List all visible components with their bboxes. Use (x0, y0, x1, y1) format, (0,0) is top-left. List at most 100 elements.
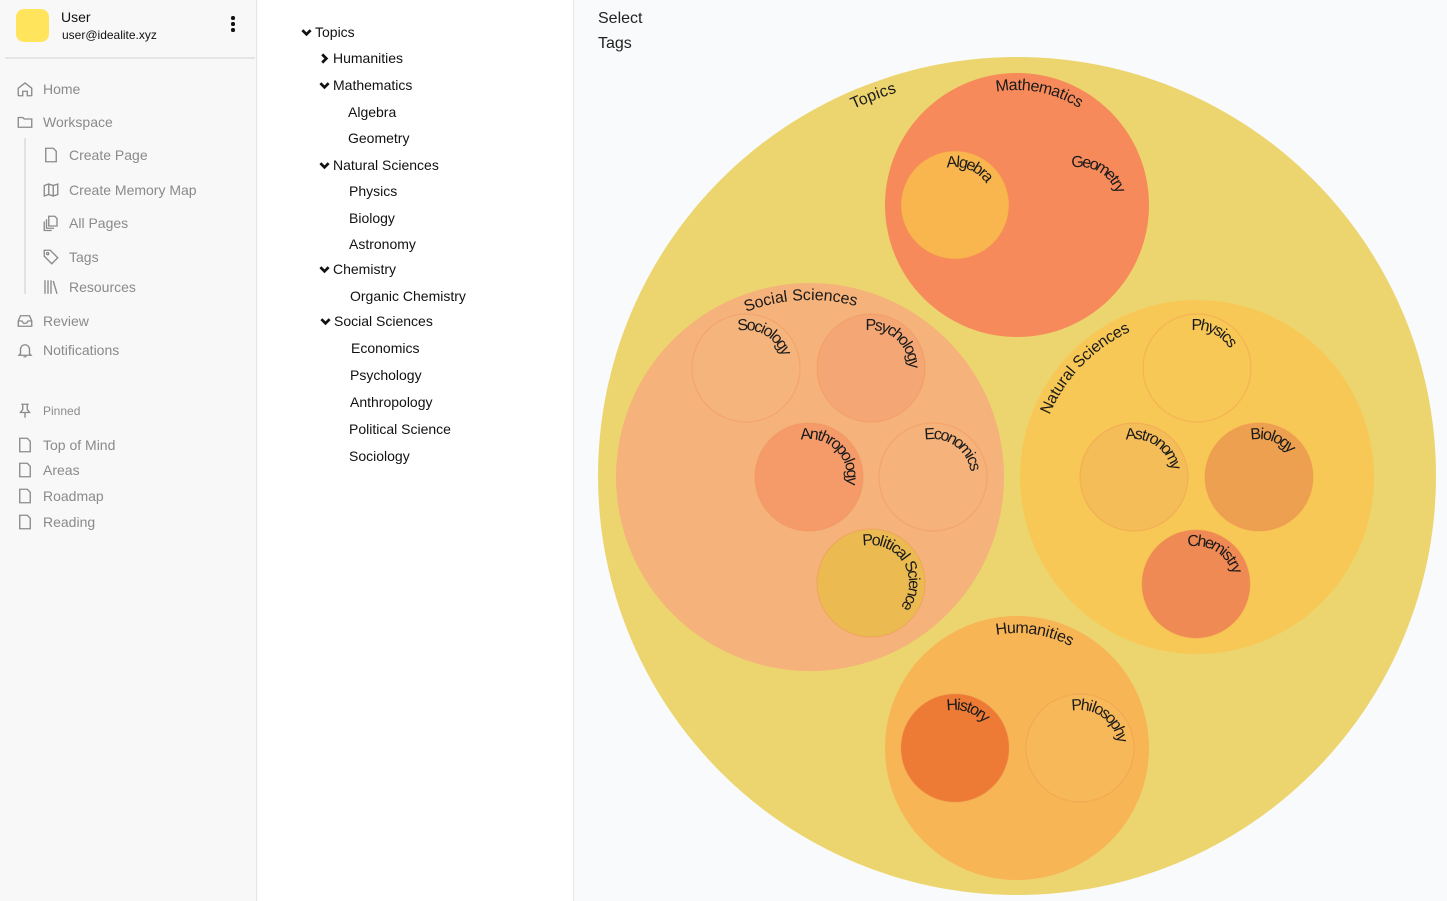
tag-tree: Topics Humanities Mathematics Algebra Geomet… (258, 0, 574, 901)
avatar[interactable] (16, 9, 49, 42)
sidebar-item-resources[interactable]: Resources (42, 278, 136, 296)
tree-item-humanities[interactable]: Humanities (319, 49, 403, 67)
sidebar-item-label: Resources (69, 279, 136, 295)
chevron-right-icon[interactable] (319, 49, 333, 67)
sidebar-item-label: Create Memory Map (69, 182, 197, 198)
file-icon (19, 488, 31, 504)
tree-item-label: Psychology (350, 367, 422, 383)
pinned-header: Pinned (16, 402, 80, 420)
pinned-label: Pinned (43, 404, 81, 418)
tree-item-label: Sociology (349, 448, 410, 464)
sidebar-item-create-memory-map[interactable]: Create Memory Map (42, 181, 197, 199)
copy-icon (43, 215, 58, 232)
bubble-biology[interactable] (1204, 422, 1314, 532)
tree-item-economics[interactable]: Economics (351, 339, 419, 357)
tree-item-astronomy[interactable]: Astronomy (349, 235, 416, 253)
bubble-history[interactable] (900, 693, 1010, 803)
user-name: User (61, 9, 91, 25)
folder-icon (17, 116, 33, 128)
bubble-psychology[interactable] (816, 313, 926, 423)
pinned-item[interactable]: Top of Mind (16, 436, 115, 454)
bubble-topics[interactable] (598, 57, 1436, 895)
tree-item-label: Political Science (349, 421, 451, 437)
tree-item-chemistry[interactable]: Chemistry (319, 260, 396, 278)
pinned-item[interactable]: Roadmap (16, 487, 104, 505)
pinned-item[interactable]: Reading (16, 513, 95, 531)
sidebar: User user@idealite.xyz Home Workspace Cr… (0, 0, 257, 901)
tree-item-label: Chemistry (333, 261, 397, 277)
bubble-economics[interactable] (878, 422, 988, 532)
sidebar-item-all-pages[interactable]: All Pages (42, 214, 128, 232)
sidebar-item-label: All Pages (69, 215, 129, 231)
bubble-geometry[interactable] (1025, 150, 1135, 260)
file-icon (45, 147, 57, 163)
sidebar-item-create-page[interactable]: Create Page (42, 146, 148, 164)
tree-item-label: Topics (315, 24, 355, 40)
bubble-chemistry[interactable] (1141, 529, 1251, 639)
tree-item-sociology[interactable]: Sociology (349, 447, 410, 465)
file-icon (19, 437, 31, 453)
bubble-philosophy[interactable] (1025, 693, 1135, 803)
tree-item-label: Social Sciences (334, 313, 433, 329)
pinned-item-label: Areas (43, 462, 80, 478)
sidebar-item-review[interactable]: Review (16, 312, 89, 330)
tree-item-label: Organic Chemistry (350, 288, 466, 304)
tree-item-label: Anthropology (350, 394, 433, 410)
pinned-item-label: Roadmap (43, 488, 104, 504)
tree-item-organic-chemistry[interactable]: Organic Chemistry (350, 287, 466, 305)
bubble-algebra[interactable] (900, 150, 1010, 260)
sidebar-item-label: Notifications (43, 342, 120, 358)
title-line-2: Tags (598, 35, 632, 52)
tree-item-anthropology[interactable]: Anthropology (350, 393, 433, 411)
file-icon (19, 514, 31, 530)
more-options-icon[interactable] (226, 16, 240, 36)
file-icon (19, 462, 31, 478)
chevron-down-icon[interactable] (319, 260, 333, 278)
bubble-mathematics[interactable] (885, 73, 1149, 337)
bubble-astronomy[interactable] (1079, 422, 1189, 532)
map-icon (43, 183, 59, 197)
bubble-humanities[interactable] (885, 616, 1149, 880)
tree-item-label: Mathematics (333, 77, 413, 93)
chevron-down-icon[interactable] (319, 156, 333, 174)
tree-item-psychology[interactable]: Psychology (350, 366, 422, 384)
bubble-political-science[interactable] (816, 528, 926, 638)
bubble-anthropology[interactable] (754, 422, 864, 532)
tree-item-topics[interactable]: Topics (301, 23, 355, 41)
pin-icon (19, 403, 31, 418)
tree-item-mathematics[interactable]: Mathematics (319, 76, 412, 94)
tree-item-label: Natural Sciences (333, 157, 439, 173)
sidebar-item-notifications[interactable]: Notifications (16, 341, 119, 359)
tree-item-label: Astronomy (349, 236, 416, 252)
chevron-down-icon[interactable] (320, 312, 334, 330)
tree-item-natural-sciences[interactable]: Natural Sciences (319, 156, 439, 174)
tree-item-physics[interactable]: Physics (349, 182, 397, 200)
tree-item-label: Humanities (333, 50, 404, 66)
pinned-item-label: Top of Mind (43, 437, 116, 453)
sidebar-item-label: Review (43, 313, 89, 329)
sidebar-item-tags[interactable]: Tags (42, 248, 99, 266)
pinned-item[interactable]: Areas (16, 461, 80, 479)
tag-bubble-view: Select Tags Topics Mathematics Algebra Geom… (575, 0, 1447, 901)
title-line-1: Select (598, 10, 643, 27)
inbox-icon (17, 315, 33, 327)
chevron-down-icon[interactable] (301, 23, 315, 41)
sidebar-item-home[interactable]: Home (16, 80, 80, 98)
library-icon (44, 280, 58, 294)
bubble-sociology[interactable] (691, 313, 801, 423)
sidebar-item-label: Home (43, 81, 81, 97)
tree-item-label: Economics (351, 340, 420, 356)
chevron-down-icon[interactable] (319, 76, 333, 94)
tree-item-geometry[interactable]: Geometry (348, 129, 409, 147)
tree-item-political-science[interactable]: Political Science (349, 420, 451, 438)
tree-item-algebra[interactable]: Algebra (348, 103, 396, 121)
tree-item-biology[interactable]: Biology (349, 209, 395, 227)
tree-item-social-sciences[interactable]: Social Sciences (320, 312, 433, 330)
bubble-natural-sciences[interactable] (1020, 300, 1374, 654)
bubble-physics[interactable] (1142, 313, 1252, 423)
sidebar-item-workspace[interactable]: Workspace (16, 113, 113, 131)
sidebar-item-label: Tags (69, 249, 99, 265)
tree-item-label: Algebra (348, 104, 397, 120)
tag-icon (43, 249, 59, 265)
